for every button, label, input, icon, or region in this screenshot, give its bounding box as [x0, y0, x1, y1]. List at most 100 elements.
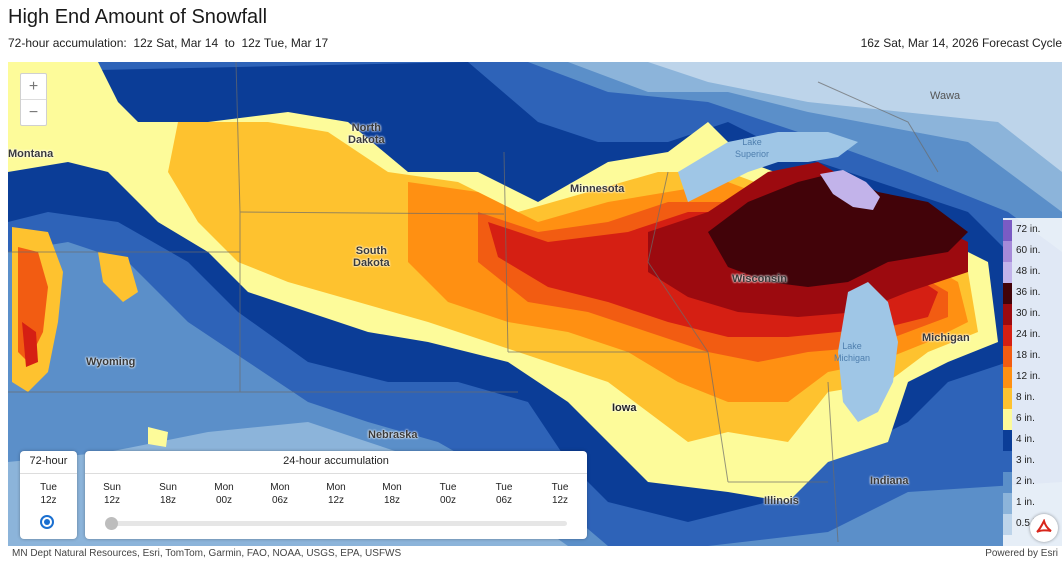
powered-by-esri[interactable]: Powered by Esri [985, 548, 1058, 559]
legend-label: 48 in. [1016, 266, 1041, 277]
time-slider-track[interactable] [105, 521, 567, 526]
label-wawa: Wawa [930, 90, 961, 102]
legend-swatch [1003, 409, 1012, 430]
time-tick[interactable]: Tue 00z [428, 481, 468, 507]
panel-72-divider [20, 473, 77, 474]
lake-superior [678, 132, 858, 202]
lake-michigan [838, 282, 898, 422]
snowfall-map[interactable]: + − Montana North Dakota South Dakota Mi… [8, 62, 1062, 546]
legend-swatch [1003, 304, 1012, 325]
label-michigan: Michigan [922, 332, 970, 344]
label-lake-michigan: Lake Michigan [834, 341, 871, 363]
time-tick-day: Mon [214, 482, 234, 493]
snow-band-48in [820, 170, 880, 210]
page-title: High End Amount of Snowfall [8, 6, 268, 28]
legend-swatch [1003, 367, 1012, 388]
label-wyoming: Wyoming [86, 356, 136, 368]
time-tick-day: Tue [551, 482, 569, 493]
legend-label: 60 in. [1016, 245, 1041, 256]
legend-label: 2 in. [1016, 476, 1035, 487]
label-illinois: Illinois [764, 495, 799, 507]
snowfall-map-layer [8, 62, 1062, 546]
state-borders [8, 62, 939, 543]
forecast-cycle: 16z Sat, Mar 14, 2026 Forecast Cycle [860, 36, 1062, 50]
legend-swatch [1003, 430, 1012, 451]
time-tick-day: Mon [326, 482, 346, 493]
time-tick[interactable]: Sun 18z [148, 481, 188, 507]
legend-label: 18 in. [1016, 350, 1041, 361]
time-tick[interactable]: Tue 06z [484, 481, 524, 507]
legend-label: 1 in. [1016, 497, 1035, 508]
legend-label: 0.5 in. [1016, 518, 1043, 529]
legend-swatch [1003, 493, 1012, 514]
legend-swatch [1003, 451, 1012, 472]
legend-row: 60 in. [1003, 241, 1062, 262]
time-tick-hour: 18z [159, 495, 177, 506]
time-tick-hour: 12z [103, 495, 121, 506]
time-tick-hour: 06z [271, 495, 289, 506]
legend-swatch [1003, 388, 1012, 409]
label-south-dakota: South Dakota [353, 245, 390, 269]
time-tick-hour: 00z [215, 495, 233, 506]
legend-row: 3 in. [1003, 451, 1062, 472]
legend-row: 4 in. [1003, 430, 1062, 451]
legend-swatch [1003, 262, 1012, 283]
snow-band-36in [708, 172, 968, 287]
legend-row: 6 in. [1003, 409, 1062, 430]
snow-band-mountain-12in [98, 252, 138, 302]
legend-label: 8 in. [1016, 392, 1035, 403]
legend-swatch [1003, 514, 1012, 535]
label-indiana: Indiana [870, 475, 909, 487]
pdf-icon [1036, 519, 1052, 533]
zoom-in-button[interactable]: + [21, 74, 46, 100]
legend-swatch [1003, 472, 1012, 493]
legend-label: 6 in. [1016, 413, 1035, 424]
time-tick-hour: 00z [439, 495, 457, 506]
time-tick[interactable]: Tue 12z [540, 481, 580, 507]
time-tick[interactable]: Mon 12z [316, 481, 356, 507]
time-tick[interactable]: Sun 12z [92, 481, 132, 507]
time-tick[interactable]: Mon 18z [372, 481, 412, 507]
header: High End Amount of Snowfall 72-hour accu… [0, 0, 1062, 62]
panel-72-day: Tue [40, 482, 57, 493]
pdf-button[interactable] [1030, 514, 1058, 542]
time-slider-thumb[interactable] [105, 517, 118, 530]
time-tick-hour: 18z [383, 495, 401, 506]
radio-72-hour[interactable] [40, 515, 54, 529]
panel-24-divider [85, 473, 587, 474]
snow-band-mountain-4in [148, 427, 168, 447]
legend-row: 12 in. [1003, 367, 1062, 388]
time-tick-day: Mon [270, 482, 290, 493]
zoom-out-button[interactable]: − [28, 104, 39, 121]
time-tick[interactable]: Mon 00z [204, 481, 244, 507]
legend-row: 30 in. [1003, 304, 1062, 325]
panel-72-hour-label: 12z [40, 495, 57, 506]
time-tick-day: Mon [382, 482, 402, 493]
attribution-bar: MN Dept Natural Resources, Esri, TomTom,… [8, 546, 1062, 562]
legend-label: 24 in. [1016, 329, 1041, 340]
label-wisconsin: Wisconsin [732, 273, 787, 285]
legend-row: 1 in. [1003, 493, 1062, 514]
time-tick-hour: 06z [495, 495, 513, 506]
time-tick-day: Sun [103, 482, 121, 493]
legend-label: 12 in. [1016, 371, 1041, 382]
panel-24-title: 24-hour accumulation [283, 455, 389, 467]
snow-band-mountain-24in [22, 322, 38, 367]
legend-label: 3 in. [1016, 455, 1035, 466]
legend-label: 30 in. [1016, 308, 1041, 319]
legend-label: 4 in. [1016, 434, 1035, 445]
label-iowa: Iowa [612, 402, 637, 414]
legend-row: 2 in. [1003, 472, 1062, 493]
legend-row: 24 in. [1003, 325, 1062, 346]
panel-24-hour: 24-hour accumulation Sun 12z Sun 18z Mon 00z M… [85, 451, 587, 539]
legend-row: 36 in. [1003, 283, 1062, 304]
label-north-dakota: North Dakota [348, 122, 385, 146]
legend-swatch [1003, 241, 1012, 262]
legend-row: 8 in. [1003, 388, 1062, 409]
time-tick-hour: 12z [327, 495, 345, 506]
panel-72-hour: 72-hour Tue 12z [20, 451, 77, 539]
legend-label: 36 in. [1016, 287, 1041, 298]
time-tick[interactable]: Mon 06z [260, 481, 300, 507]
zoom-control: + − [20, 73, 47, 126]
label-montana: Montana [8, 148, 54, 160]
